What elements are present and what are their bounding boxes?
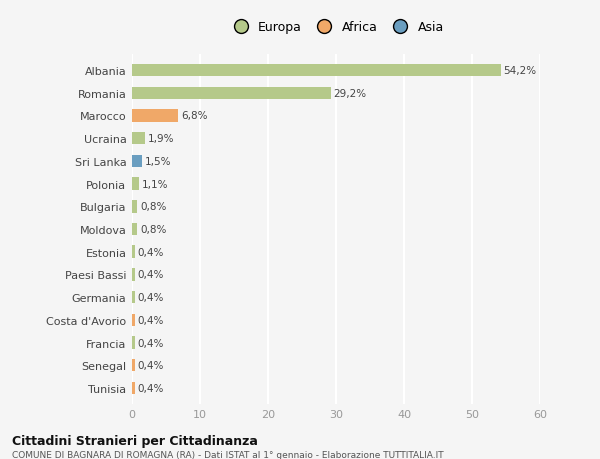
Bar	[132, 133, 145, 145]
Bar	[132, 201, 137, 213]
Text: 6,8%: 6,8%	[181, 111, 208, 121]
Text: 0,4%: 0,4%	[137, 360, 164, 370]
Bar	[132, 223, 137, 236]
Bar	[132, 178, 139, 190]
Bar	[132, 314, 135, 326]
Bar	[132, 65, 500, 77]
Text: 0,8%: 0,8%	[140, 224, 167, 235]
Bar	[132, 359, 135, 372]
Legend: Europa, Africa, Asia: Europa, Africa, Asia	[223, 16, 449, 39]
Text: 0,4%: 0,4%	[137, 315, 164, 325]
Text: 29,2%: 29,2%	[333, 89, 367, 99]
Text: 1,1%: 1,1%	[142, 179, 169, 189]
Text: 0,4%: 0,4%	[137, 292, 164, 302]
Text: 0,4%: 0,4%	[137, 270, 164, 280]
Bar	[132, 246, 135, 258]
Bar	[132, 155, 142, 168]
Text: 0,4%: 0,4%	[137, 338, 164, 348]
Bar	[132, 110, 178, 123]
Text: COMUNE DI BAGNARA DI ROMAGNA (RA) - Dati ISTAT al 1° gennaio - Elaborazione TUTT: COMUNE DI BAGNARA DI ROMAGNA (RA) - Dati…	[12, 450, 443, 459]
Text: 54,2%: 54,2%	[503, 66, 536, 76]
Text: 0,4%: 0,4%	[137, 383, 164, 393]
Bar	[132, 87, 331, 100]
Bar	[132, 291, 135, 304]
Text: Cittadini Stranieri per Cittadinanza: Cittadini Stranieri per Cittadinanza	[12, 434, 258, 447]
Text: 1,5%: 1,5%	[145, 157, 172, 167]
Bar	[132, 382, 135, 394]
Text: 1,9%: 1,9%	[148, 134, 174, 144]
Text: 0,4%: 0,4%	[137, 247, 164, 257]
Bar	[132, 336, 135, 349]
Bar	[132, 269, 135, 281]
Text: 0,8%: 0,8%	[140, 202, 167, 212]
